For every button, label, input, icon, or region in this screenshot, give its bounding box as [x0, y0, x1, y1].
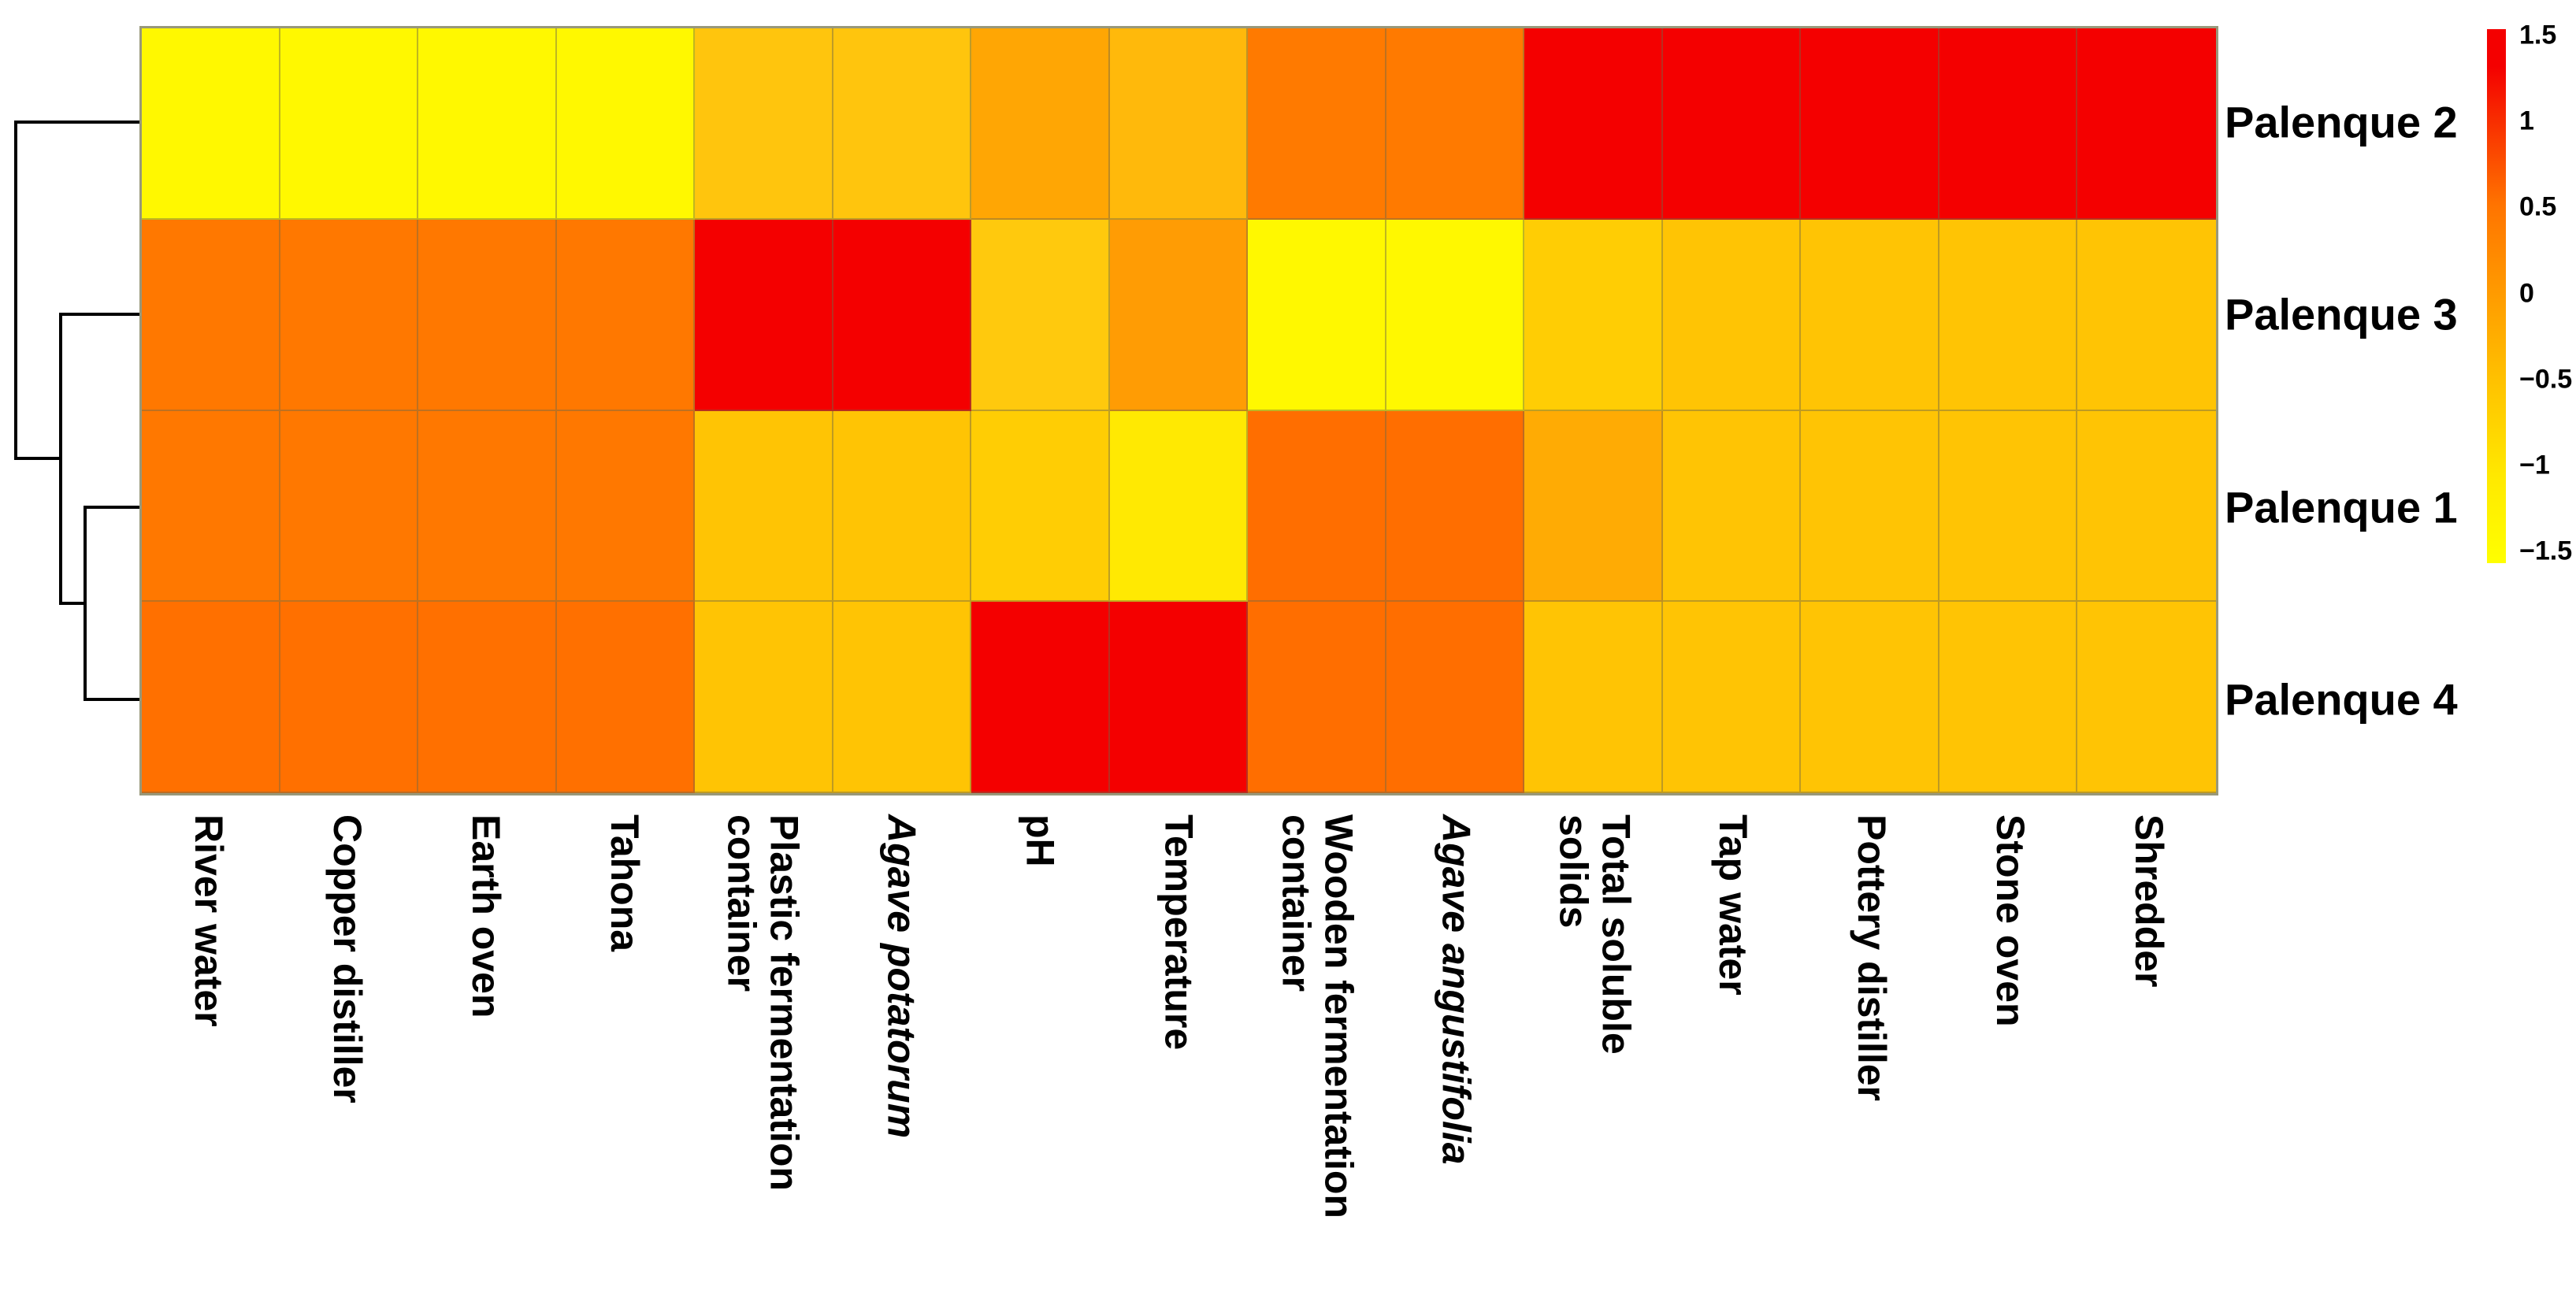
heatmap-cell-r2-c8: 0.05 [1109, 219, 1249, 411]
heatmap-cell-r1-c13: 1.4 [1801, 28, 1939, 220]
heatmap-cell-r2-c5: 1.4 [695, 219, 833, 411]
heatmap-cell-r2-c11: -0.65 [1524, 219, 1663, 411]
heatmap-cell-r1-c11: 1.4 [1524, 28, 1663, 220]
heatmap-cell-r2-c6: 1.4 [833, 219, 972, 411]
heatmap-cell-r1-c2: -1.4 [280, 28, 419, 220]
heatmap-cell-r2-c13: -0.5 [1801, 219, 1939, 411]
heatmap-cell-r1-c3: -1.4 [418, 28, 557, 220]
heatmap-cell-r3-c4: 0.55 [556, 410, 696, 603]
heatmap-cell-r3-c8: -1.05 [1109, 410, 1249, 603]
heatmap-cell-r4-c12: -0.5 [1662, 602, 1802, 793]
column-label-temperature: Temperature [1156, 814, 1201, 1051]
column-label-ph: pH [1018, 814, 1063, 867]
colorbar-tick-1: 1 [2519, 106, 2534, 136]
heatmap-cell-r2-c2: 0.55 [280, 219, 419, 411]
column-label-shredder: Shredder [2126, 814, 2171, 988]
heatmap-cell-r1-c15: 1.4 [2077, 28, 2216, 220]
heatmap-cell-r2-c15: -0.5 [2077, 219, 2216, 411]
heatmap-cell-r4-c11: -0.5 [1524, 602, 1663, 793]
column-label-copper-distiller: Copper distiller [325, 814, 369, 1103]
heatmap-cell-r4-c1: 0.6 [142, 602, 280, 793]
heatmap-cell-r4-c8: 1.4 [1109, 602, 1249, 793]
column-label-pottery-distiller: Pottery distiller [1850, 814, 1895, 1101]
heatmap-cell-r3-c15: -0.5 [2077, 410, 2216, 603]
heatmap-cell-r3-c10: 0.6 [1386, 410, 1525, 603]
heatmap-cell-r4-c7: 1.4 [971, 602, 1110, 793]
heatmap-cell-r4-c3: 0.6 [418, 602, 557, 793]
column-label-stone-oven: Stone oven [1988, 814, 2033, 1027]
heatmap-cell-r2-c10: -1.4 [1386, 219, 1525, 411]
heatmap-cell-r4-c9: 0.6 [1248, 602, 1386, 793]
column-label-tap-water: Tap water [1711, 814, 1756, 996]
heatmap-cell-r3-c13: -0.5 [1801, 410, 1939, 603]
heatmap-cell-r3-c11: -0.2 [1524, 410, 1663, 603]
heatmap-cell-r3-c5: -0.5 [695, 410, 833, 603]
heatmap-cell-r3-c6: -0.5 [833, 410, 972, 603]
heatmap-cell-r4-c4: 0.6 [556, 602, 696, 793]
column-label-earth-oven: Earth oven [463, 814, 508, 1018]
column-label-agave-potatorum: Agave potatorum [879, 814, 924, 1139]
heatmap-cell-r1-c10: 0.55 [1386, 28, 1525, 220]
heatmap-cell-r2-c12: -0.5 [1662, 219, 1802, 411]
heatmap-cell-r4-c2: 0.6 [280, 602, 419, 793]
colorbar-tick-0.5: 0.5 [2519, 191, 2557, 222]
heatmap-cell-r1-c8: -0.35 [1109, 28, 1249, 220]
colorbar-tick--1: −1 [2519, 450, 2550, 480]
row-label-palenque-3: Palenque 3 [2225, 289, 2458, 339]
row-dendrogram [14, 121, 139, 701]
heatmap-cell-r4-c14: -0.5 [1939, 602, 2078, 793]
colorbar-tick--1.5: −1.5 [2519, 536, 2573, 566]
heatmap-cell-r3-c2: 0.55 [280, 410, 419, 603]
heatmap-cell-r4-c6: -0.5 [833, 602, 972, 793]
colorbar-tick-0: 0 [2519, 278, 2534, 308]
heatmap-cell-r2-c7: -0.55 [971, 219, 1110, 411]
heatmap-cell-r4-c10: 0.6 [1386, 602, 1525, 793]
heatmap-cell-r2-c14: -0.5 [1939, 219, 2078, 411]
heatmap-cell-r1-c12: 1.4 [1662, 28, 1802, 220]
column-label-river-water: River water [186, 814, 231, 1027]
heatmap-cell-r2-c9: -1.4 [1248, 219, 1386, 411]
heatmap-cell-r3-c1: 0.55 [142, 410, 280, 603]
heatmap-cell-r3-c7: -0.6 [971, 410, 1110, 603]
heatmap-cell-r2-c1: 0.55 [142, 219, 280, 411]
heatmap-cell-r3-c9: 0.6 [1248, 410, 1386, 603]
row-label-palenque-1: Palenque 1 [2225, 482, 2458, 532]
heatmap-cell-r1-c4: -1.4 [556, 28, 696, 220]
dendrogram-branch-pair [84, 506, 139, 701]
dendrogram-branch-cluster [59, 313, 139, 605]
column-label-plastic-fermentation-container: Plastic fermentation container [719, 814, 807, 1191]
column-label-wooden-fermentation-container: Wooden fermentation container [1274, 814, 1361, 1218]
heatmap-cell-r3-c14: -0.5 [1939, 410, 2078, 603]
column-label-agave-angustifolia: Agave angustifolia [1434, 814, 1479, 1165]
heatmap-cell-r3-c12: -0.5 [1662, 410, 1802, 603]
row-label-palenque-4: Palenque 4 [2225, 674, 2458, 725]
heatmap-cell-r3-c3: 0.55 [418, 410, 557, 603]
color-scale-bar [2487, 29, 2506, 563]
heatmap-cell-r2-c3: 0.55 [418, 219, 557, 411]
row-label-palenque-2: Palenque 2 [2225, 97, 2458, 147]
heatmap-grid: -1.4-1.4-1.4-1.4-0.5-0.5-0.15-0.350.550.… [139, 26, 2218, 795]
heatmap-cell-r4-c5: -0.5 [695, 602, 833, 793]
dendrogram-branch-root [14, 121, 139, 460]
heatmap-cell-r4-c15: -0.5 [2077, 602, 2216, 793]
colorbar-tick--0.5: −0.5 [2519, 364, 2573, 395]
heatmap-cell-r1-c6: -0.5 [833, 28, 972, 220]
heatmap-cell-r4-c13: -0.5 [1801, 602, 1939, 793]
colorbar-tick-1.5: 1.5 [2519, 20, 2557, 50]
heatmap-cell-r2-c4: 0.55 [556, 219, 696, 411]
heatmap-cell-r1-c9: 0.55 [1248, 28, 1386, 220]
column-label-tahona: Tahona [602, 814, 647, 952]
heatmap-cell-r1-c1: -1.4 [142, 28, 280, 220]
column-label-total-soluble-solids: Total soluble solids [1551, 814, 1639, 1055]
heatmap-cell-r1-c7: -0.15 [971, 28, 1110, 220]
heatmap-cell-r1-c5: -0.5 [695, 28, 833, 220]
heatmap-cell-r1-c14: 1.4 [1939, 28, 2078, 220]
